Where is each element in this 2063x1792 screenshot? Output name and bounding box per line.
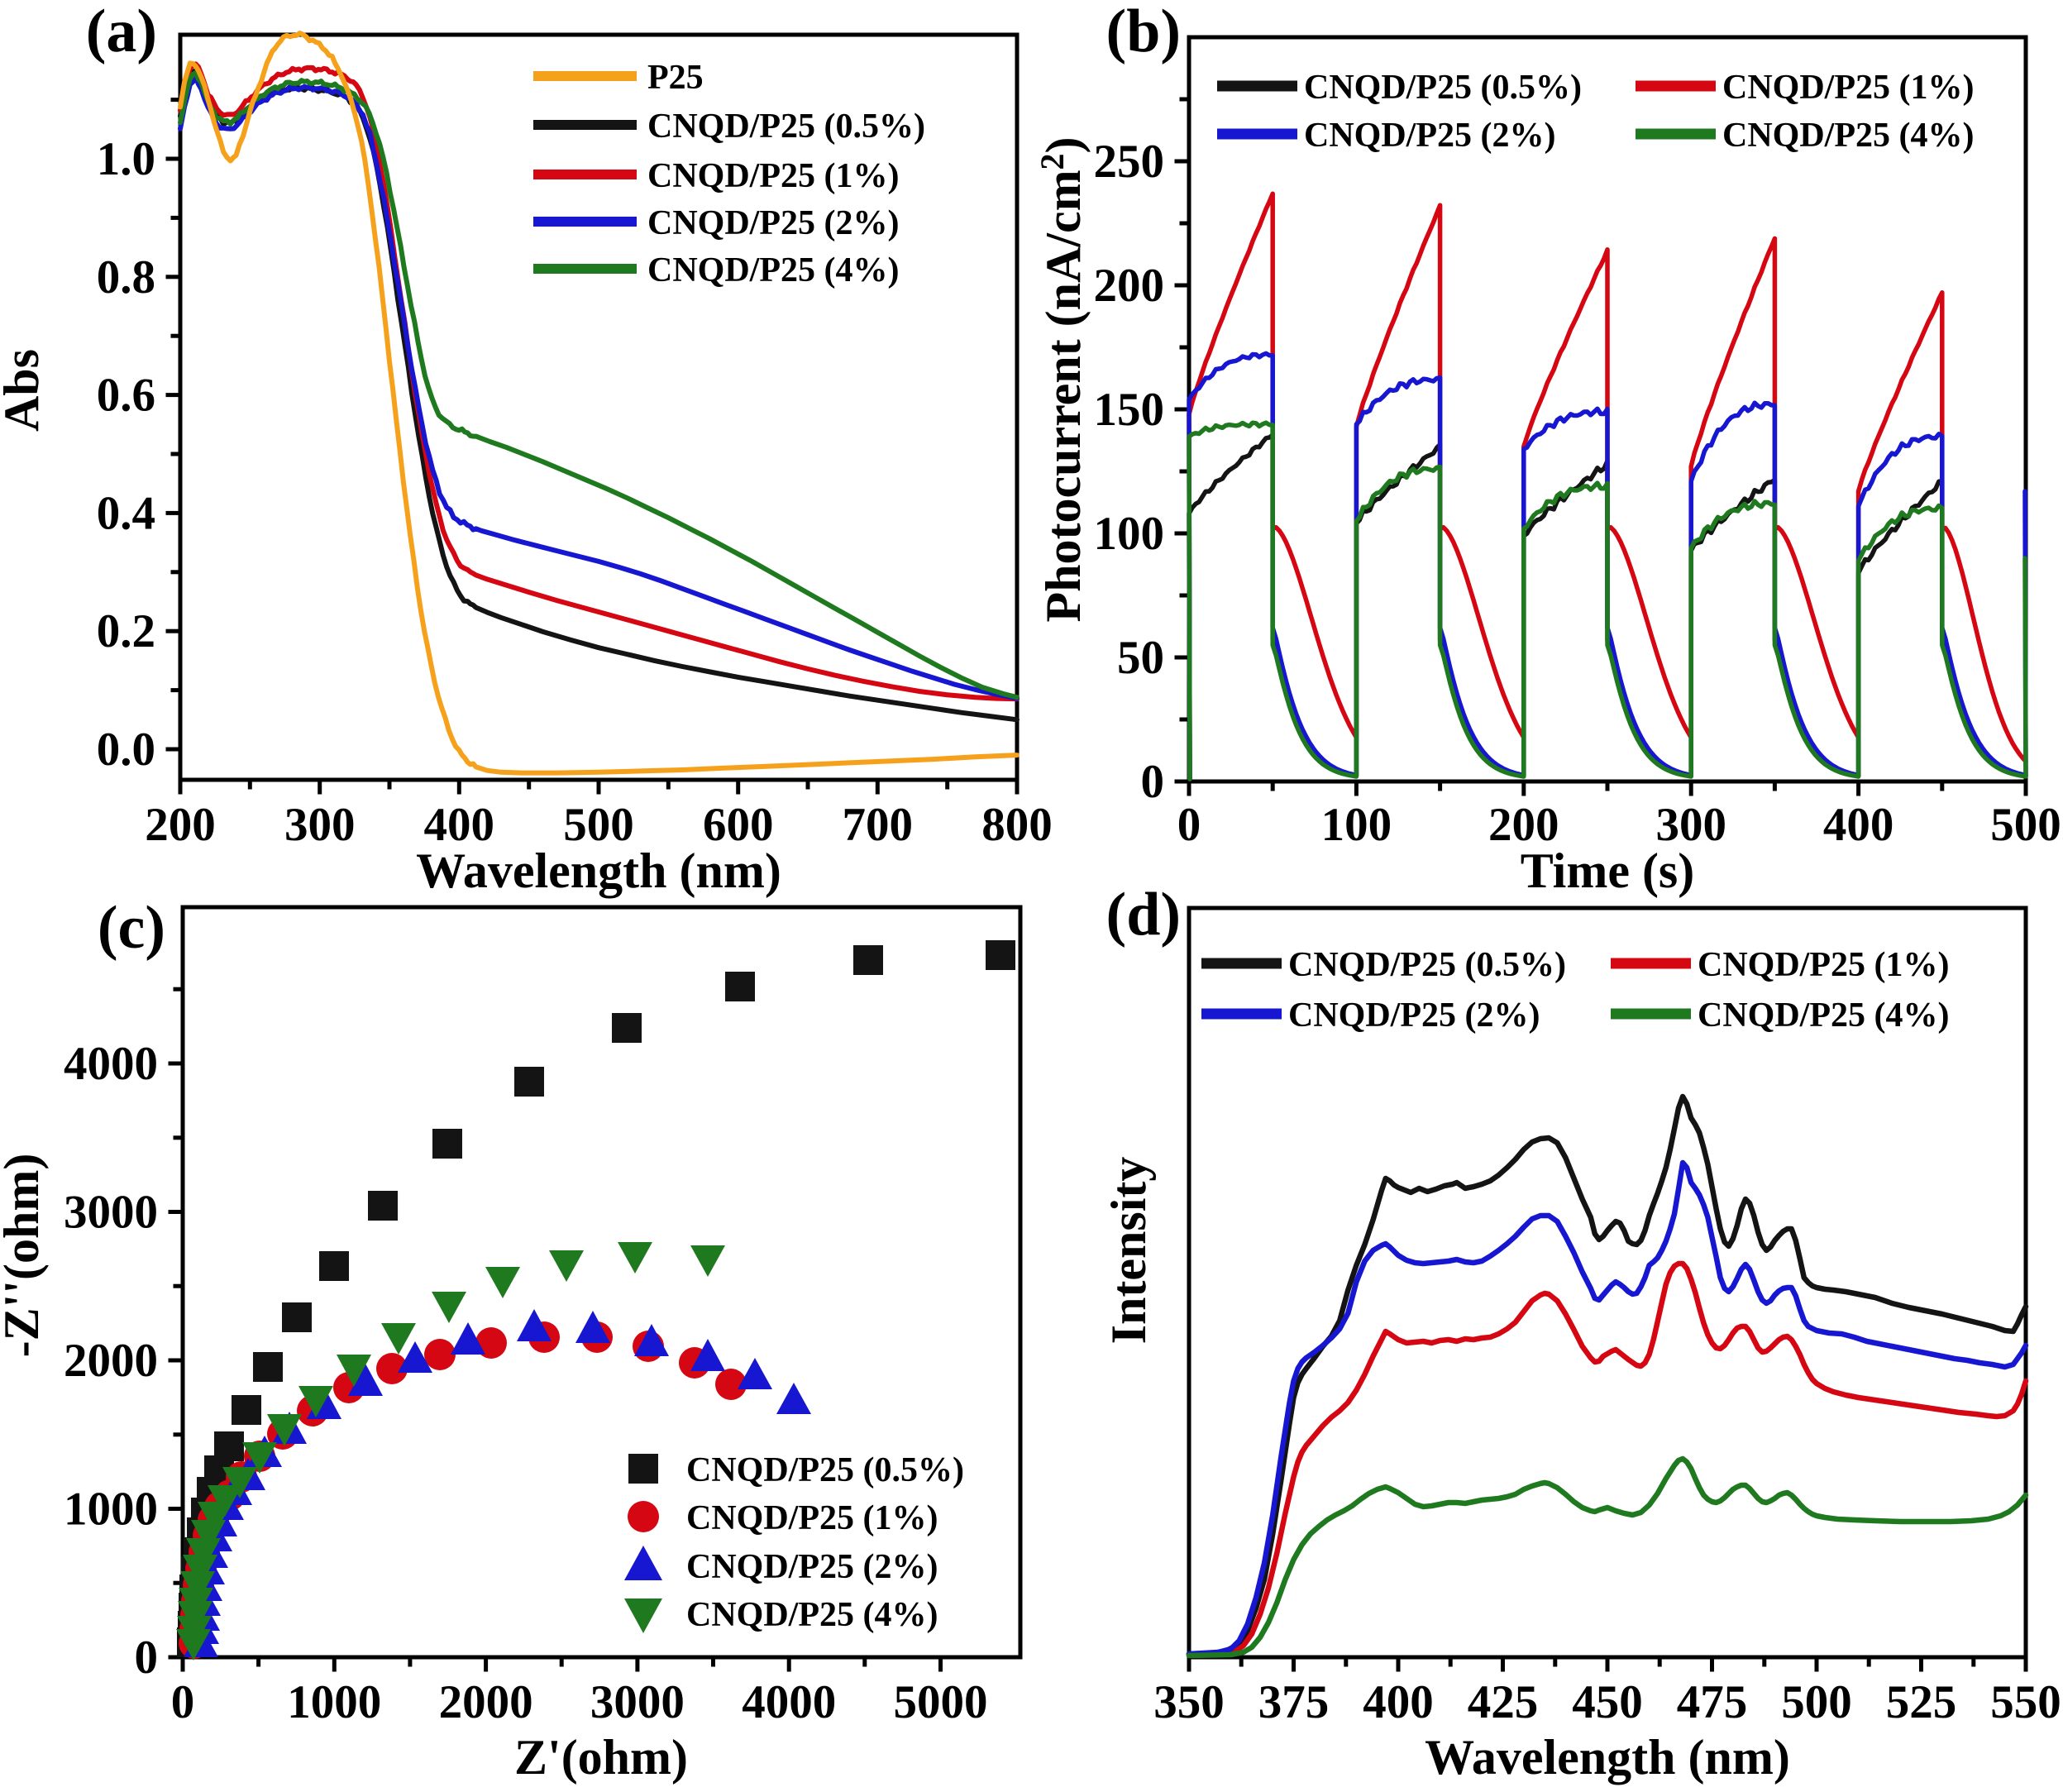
svg-text:0.8: 0.8 bbox=[97, 251, 155, 303]
svg-text:200: 200 bbox=[1094, 260, 1165, 312]
svg-text:CNQD/P25 (0.5%): CNQD/P25 (0.5%) bbox=[1304, 69, 1582, 107]
svg-text:4000: 4000 bbox=[742, 1676, 836, 1728]
svg-text:0: 0 bbox=[171, 1676, 195, 1728]
svg-text:400: 400 bbox=[1823, 799, 1894, 851]
svg-text:CNQD/P25 (1%): CNQD/P25 (1%) bbox=[686, 1499, 938, 1537]
svg-text:CNQD/P25 (2%): CNQD/P25 (2%) bbox=[686, 1548, 938, 1586]
svg-text:300: 300 bbox=[1655, 799, 1726, 851]
svg-text:200: 200 bbox=[145, 799, 216, 851]
svg-text:Time (s): Time (s) bbox=[1521, 843, 1695, 898]
svg-text:50: 50 bbox=[1117, 632, 1164, 684]
svg-text:475: 475 bbox=[1677, 1676, 1748, 1728]
svg-text:CNQD/P25 (0.5%): CNQD/P25 (0.5%) bbox=[686, 1451, 964, 1489]
svg-text:CNQD/P25 (4%): CNQD/P25 (4%) bbox=[647, 251, 899, 289]
svg-text:0: 0 bbox=[1141, 756, 1165, 808]
svg-text:600: 600 bbox=[703, 799, 774, 851]
svg-text:Z'(ohm): Z'(ohm) bbox=[514, 1730, 688, 1785]
svg-text:Intensity: Intensity bbox=[1101, 1157, 1156, 1345]
svg-text:3000: 3000 bbox=[64, 1187, 158, 1239]
svg-text:1000: 1000 bbox=[64, 1484, 158, 1536]
svg-text:400: 400 bbox=[424, 799, 495, 851]
svg-text:300: 300 bbox=[284, 799, 356, 851]
svg-text:Wavelength (nm): Wavelength (nm) bbox=[1425, 1730, 1790, 1785]
svg-text:CNQD/P25 (4%): CNQD/P25 (4%) bbox=[686, 1596, 938, 1634]
svg-text:200: 200 bbox=[1488, 799, 1559, 851]
svg-text:450: 450 bbox=[1572, 1676, 1643, 1728]
svg-text:0: 0 bbox=[135, 1632, 159, 1684]
svg-text:700: 700 bbox=[843, 799, 914, 851]
svg-text:2000: 2000 bbox=[439, 1676, 533, 1728]
svg-text:Photocurrent (nA/cm2): Photocurrent (nA/cm2) bbox=[1034, 136, 1091, 622]
svg-text:1.0: 1.0 bbox=[97, 133, 155, 185]
svg-text:5000: 5000 bbox=[894, 1676, 988, 1728]
svg-text:400: 400 bbox=[1363, 1676, 1434, 1728]
svg-text:500: 500 bbox=[1990, 799, 2061, 851]
svg-text:Wavelength (nm): Wavelength (nm) bbox=[416, 843, 781, 898]
svg-text:0.6: 0.6 bbox=[97, 370, 155, 422]
svg-text:CNQD/P25 (0.5%): CNQD/P25 (0.5%) bbox=[1288, 946, 1566, 984]
svg-text:CNQD/P25 (1%): CNQD/P25 (1%) bbox=[647, 157, 899, 195]
svg-text:CNQD/P25 (4%): CNQD/P25 (4%) bbox=[1722, 117, 1974, 155]
svg-text:800: 800 bbox=[981, 799, 1053, 851]
svg-text:(b): (b) bbox=[1106, 0, 1181, 65]
svg-text:0.0: 0.0 bbox=[97, 724, 155, 776]
svg-text:0.2: 0.2 bbox=[97, 605, 155, 657]
svg-text:2000: 2000 bbox=[64, 1335, 158, 1387]
svg-text:CNQD/P25 (1%): CNQD/P25 (1%) bbox=[1698, 946, 1949, 984]
svg-text:150: 150 bbox=[1094, 384, 1165, 436]
svg-text:1000: 1000 bbox=[287, 1676, 381, 1728]
svg-text:CNQD/P25 (1%): CNQD/P25 (1%) bbox=[1722, 69, 1974, 107]
svg-text:CNQD/P25 (2%): CNQD/P25 (2%) bbox=[1304, 117, 1555, 155]
svg-text:100: 100 bbox=[1094, 508, 1165, 560]
svg-text:(a): (a) bbox=[86, 0, 157, 65]
svg-text:550: 550 bbox=[1990, 1676, 2061, 1728]
svg-text:3000: 3000 bbox=[590, 1676, 685, 1728]
svg-text:CNQD/P25 (4%): CNQD/P25 (4%) bbox=[1698, 996, 1949, 1035]
svg-text:350: 350 bbox=[1153, 1676, 1225, 1728]
svg-text:375: 375 bbox=[1258, 1676, 1330, 1728]
svg-text:(d): (d) bbox=[1106, 881, 1181, 949]
svg-text:0.4: 0.4 bbox=[97, 487, 155, 539]
svg-text:425: 425 bbox=[1468, 1676, 1539, 1728]
svg-text:100: 100 bbox=[1321, 799, 1392, 851]
svg-text:CNQD/P25 (0.5%): CNQD/P25 (0.5%) bbox=[647, 108, 925, 146]
svg-text:4000: 4000 bbox=[64, 1038, 158, 1090]
svg-text:525: 525 bbox=[1886, 1676, 1957, 1728]
svg-text:-Z''(ohm): -Z''(ohm) bbox=[0, 1154, 49, 1358]
svg-text:500: 500 bbox=[563, 799, 634, 851]
svg-text:P25: P25 bbox=[647, 59, 704, 97]
svg-text:(c): (c) bbox=[98, 894, 165, 962]
svg-text:Abs: Abs bbox=[0, 349, 49, 432]
svg-text:0: 0 bbox=[1177, 799, 1201, 851]
svg-text:CNQD/P25 (2%): CNQD/P25 (2%) bbox=[1288, 996, 1540, 1035]
svg-text:250: 250 bbox=[1094, 136, 1165, 188]
svg-text:500: 500 bbox=[1781, 1676, 1852, 1728]
svg-text:CNQD/P25 (2%): CNQD/P25 (2%) bbox=[647, 204, 899, 242]
